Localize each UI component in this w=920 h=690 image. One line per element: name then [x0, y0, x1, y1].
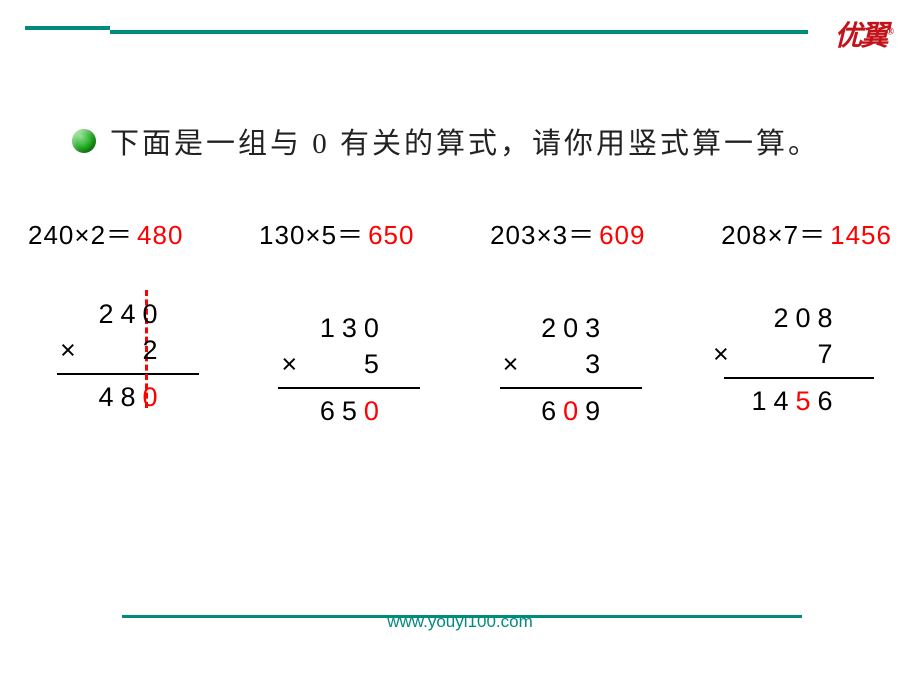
- rule: [500, 387, 642, 389]
- eq-expr: 208×7＝: [721, 220, 826, 250]
- vertical-3: 2 0 3 × 3 6 0 9: [471, 296, 671, 429]
- digit: 6: [814, 383, 836, 419]
- digit: 4: [770, 383, 792, 419]
- vertical-row: 2 4 0 × 2 4 8 0 1 3 0: [28, 296, 892, 429]
- digit: 0: [139, 379, 161, 415]
- digit: 4: [117, 296, 139, 332]
- product-row: 6 5 0: [316, 393, 382, 429]
- digit: 0: [560, 310, 582, 346]
- rule: [278, 387, 420, 389]
- multiplicand: 2 4 0: [95, 296, 161, 332]
- eq-answer: 1456: [830, 220, 892, 250]
- product-row: 1 4 5 6: [748, 383, 836, 419]
- eq-answer: 609: [599, 220, 645, 250]
- eq-answer: 480: [137, 220, 183, 250]
- header-rule-left: [25, 26, 110, 30]
- times-icon: ×: [503, 346, 519, 382]
- equation-4: 208×7＝1456: [721, 215, 892, 252]
- digit: 8: [814, 300, 836, 336]
- digit: 2: [95, 296, 117, 332]
- digit: 3: [338, 310, 360, 346]
- eq-expr: 130×5＝: [259, 220, 364, 250]
- multiplicand: 2 0 8: [748, 300, 836, 336]
- digit: 1: [748, 383, 770, 419]
- prompt-row: 下面是一组与 0 有关的算式，请你用竖式算一算。: [72, 120, 820, 162]
- times-icon: ×: [60, 332, 76, 368]
- brand-logo-text: 优翼: [835, 21, 887, 52]
- vertical-1: 2 4 0 × 2 4 8 0: [28, 296, 228, 429]
- equation-1: 240×2＝480: [28, 215, 183, 252]
- digit: 5: [338, 393, 360, 429]
- footer-url: www.youyi100.com: [0, 612, 920, 632]
- digit: 4: [95, 379, 117, 415]
- equations-row: 240×2＝480 130×5＝650 203×3＝609 208×7＝1456: [28, 215, 892, 252]
- times-icon: ×: [281, 346, 297, 382]
- digit: 2: [538, 310, 560, 346]
- digit: 5: [792, 383, 814, 419]
- rule: [57, 373, 199, 375]
- prompt-text: 下面是一组与 0 有关的算式，请你用竖式算一算。: [110, 120, 820, 162]
- digit: 0: [139, 296, 161, 332]
- digit: 3: [582, 310, 604, 346]
- digit: 1: [316, 310, 338, 346]
- digit: 2: [139, 332, 161, 368]
- digit: 8: [117, 379, 139, 415]
- digit: 7: [814, 336, 836, 372]
- product-row: 6 0 9: [538, 393, 604, 429]
- multiplier-row: × 3: [538, 346, 604, 382]
- multiplier-row: × 5: [316, 346, 382, 382]
- brand-reg: ®: [887, 27, 892, 38]
- times-icon: ×: [713, 336, 729, 372]
- vertical-4: 2 0 8 × 7 1 4 5 6: [692, 296, 892, 429]
- digit: 6: [538, 393, 560, 429]
- digit: 0: [360, 310, 382, 346]
- multiplicand: 2 0 3: [538, 310, 604, 346]
- equation-3: 203×3＝609: [490, 215, 645, 252]
- eq-answer: 650: [368, 220, 414, 250]
- digit: 9: [582, 393, 604, 429]
- brand-logo: 优翼®: [835, 14, 893, 54]
- product-row: 4 8 0: [95, 379, 161, 415]
- rule: [724, 377, 874, 379]
- multiplicand: 1 3 0: [316, 310, 382, 346]
- eq-expr: 203×3＝: [490, 220, 595, 250]
- multiplier-row: × 7: [748, 336, 836, 372]
- equation-2: 130×5＝650: [259, 215, 414, 252]
- digit: 3: [582, 346, 604, 382]
- multiplier-row: × 2: [95, 332, 161, 368]
- bullet-icon: [72, 129, 96, 153]
- header-rule-main: [110, 30, 808, 34]
- digit: 0: [560, 393, 582, 429]
- digit: 0: [792, 300, 814, 336]
- digit: 0: [360, 393, 382, 429]
- digit: 2: [770, 300, 792, 336]
- vertical-2: 1 3 0 × 5 6 5 0: [249, 296, 449, 429]
- digit: 6: [316, 393, 338, 429]
- eq-expr: 240×2＝: [28, 220, 133, 250]
- digit: 5: [360, 346, 382, 382]
